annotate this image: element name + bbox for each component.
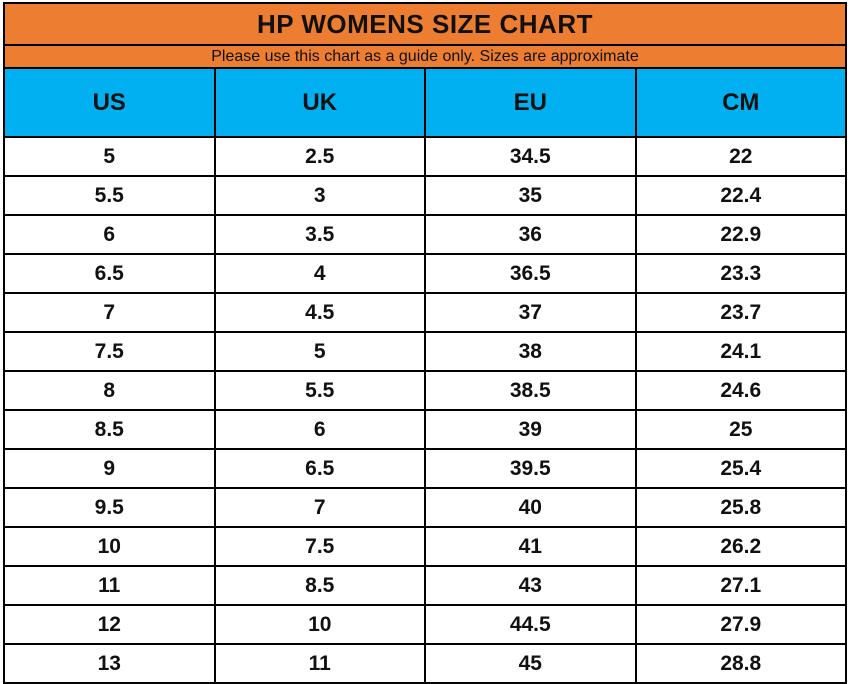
size-cell-us: 9: [3, 448, 216, 489]
table-row: 6.5 4 36.5 23.3: [3, 253, 847, 294]
table-row: 7.5 5 38 24.1: [3, 331, 847, 372]
chart-title: HP WOMENS SIZE CHART: [3, 2, 847, 46]
chart-subtitle: Please use this chart as a guide only. S…: [3, 44, 847, 69]
size-cell-us: 6: [3, 214, 216, 255]
table-row: 7 4.5 37 23.7: [3, 292, 847, 333]
size-cell-eu: 41: [424, 526, 637, 567]
column-header-cm: CM: [634, 67, 847, 138]
size-cell-cm: 24.6: [634, 370, 847, 411]
size-cell-uk: 5: [213, 331, 426, 372]
table-row: 10 7.5 41 26.2: [3, 526, 847, 567]
size-cell-eu: 36.5: [424, 253, 637, 294]
size-cell-uk: 3: [213, 175, 426, 216]
size-cell-eu: 43: [424, 565, 637, 606]
size-cell-cm: 25.8: [634, 487, 847, 528]
size-cell-cm: 25: [634, 409, 847, 450]
size-cell-eu: 34.5: [424, 136, 637, 177]
size-cell-cm: 23.3: [634, 253, 847, 294]
size-cell-us: 6.5: [3, 253, 216, 294]
size-cell-uk: 5.5: [213, 370, 426, 411]
size-cell-cm: 26.2: [634, 526, 847, 567]
size-cell-cm: 28.8: [634, 643, 847, 684]
size-cell-cm: 22.9: [634, 214, 847, 255]
size-cell-eu: 39.5: [424, 448, 637, 489]
size-cell-us: 7: [3, 292, 216, 333]
size-chart-table: HP WOMENS SIZE CHART Please use this cha…: [3, 2, 847, 684]
size-cell-us: 10: [3, 526, 216, 567]
size-cell-uk: 6: [213, 409, 426, 450]
size-cell-cm: 27.1: [634, 565, 847, 606]
size-cell-uk: 11: [213, 643, 426, 684]
size-cell-us: 8.5: [3, 409, 216, 450]
size-cell-us: 8: [3, 370, 216, 411]
size-cell-eu: 44.5: [424, 604, 637, 645]
size-cell-us: 9.5: [3, 487, 216, 528]
size-cell-us: 5: [3, 136, 216, 177]
size-cell-eu: 38.5: [424, 370, 637, 411]
size-chart-page: HP WOMENS SIZE CHART Please use this cha…: [3, 2, 847, 684]
column-header-row: US UK EU CM: [3, 67, 847, 138]
size-cell-uk: 7: [213, 487, 426, 528]
table-row: 6 3.5 36 22.9: [3, 214, 847, 255]
chart-subtitle-row: Please use this chart as a guide only. S…: [3, 44, 847, 69]
table-row: 8.5 6 39 25: [3, 409, 847, 450]
table-row: 8 5.5 38.5 24.6: [3, 370, 847, 411]
size-cell-uk: 7.5: [213, 526, 426, 567]
size-cell-uk: 4.5: [213, 292, 426, 333]
size-cell-uk: 6.5: [213, 448, 426, 489]
table-row: 5.5 3 35 22.4: [3, 175, 847, 216]
size-cell-cm: 24.1: [634, 331, 847, 372]
size-cell-uk: 4: [213, 253, 426, 294]
size-cell-eu: 35: [424, 175, 637, 216]
table-row: 9.5 7 40 25.8: [3, 487, 847, 528]
size-cell-eu: 37: [424, 292, 637, 333]
size-cell-us: 12: [3, 604, 216, 645]
table-row: 5 2.5 34.5 22: [3, 136, 847, 177]
chart-title-row: HP WOMENS SIZE CHART: [3, 2, 847, 46]
table-row: 11 8.5 43 27.1: [3, 565, 847, 606]
size-cell-eu: 38: [424, 331, 637, 372]
table-row: 13 11 45 28.8: [3, 643, 847, 684]
size-cell-us: 5.5: [3, 175, 216, 216]
column-header-uk: UK: [213, 67, 426, 138]
table-row: 9 6.5 39.5 25.4: [3, 448, 847, 489]
size-cell-eu: 39: [424, 409, 637, 450]
size-cell-uk: 8.5: [213, 565, 426, 606]
size-cell-eu: 45: [424, 643, 637, 684]
size-cell-cm: 22.4: [634, 175, 847, 216]
size-cell-eu: 40: [424, 487, 637, 528]
column-header-us: US: [3, 67, 216, 138]
table-row: 12 10 44.5 27.9: [3, 604, 847, 645]
size-cell-uk: 2.5: [213, 136, 426, 177]
size-cell-cm: 27.9: [634, 604, 847, 645]
size-cell-uk: 10: [213, 604, 426, 645]
size-cell-cm: 23.7: [634, 292, 847, 333]
size-cell-cm: 22: [634, 136, 847, 177]
size-cell-uk: 3.5: [213, 214, 426, 255]
size-cell-us: 13: [3, 643, 216, 684]
size-cell-us: 11: [3, 565, 216, 606]
size-cell-cm: 25.4: [634, 448, 847, 489]
size-cell-us: 7.5: [3, 331, 216, 372]
column-header-eu: EU: [424, 67, 637, 138]
size-cell-eu: 36: [424, 214, 637, 255]
